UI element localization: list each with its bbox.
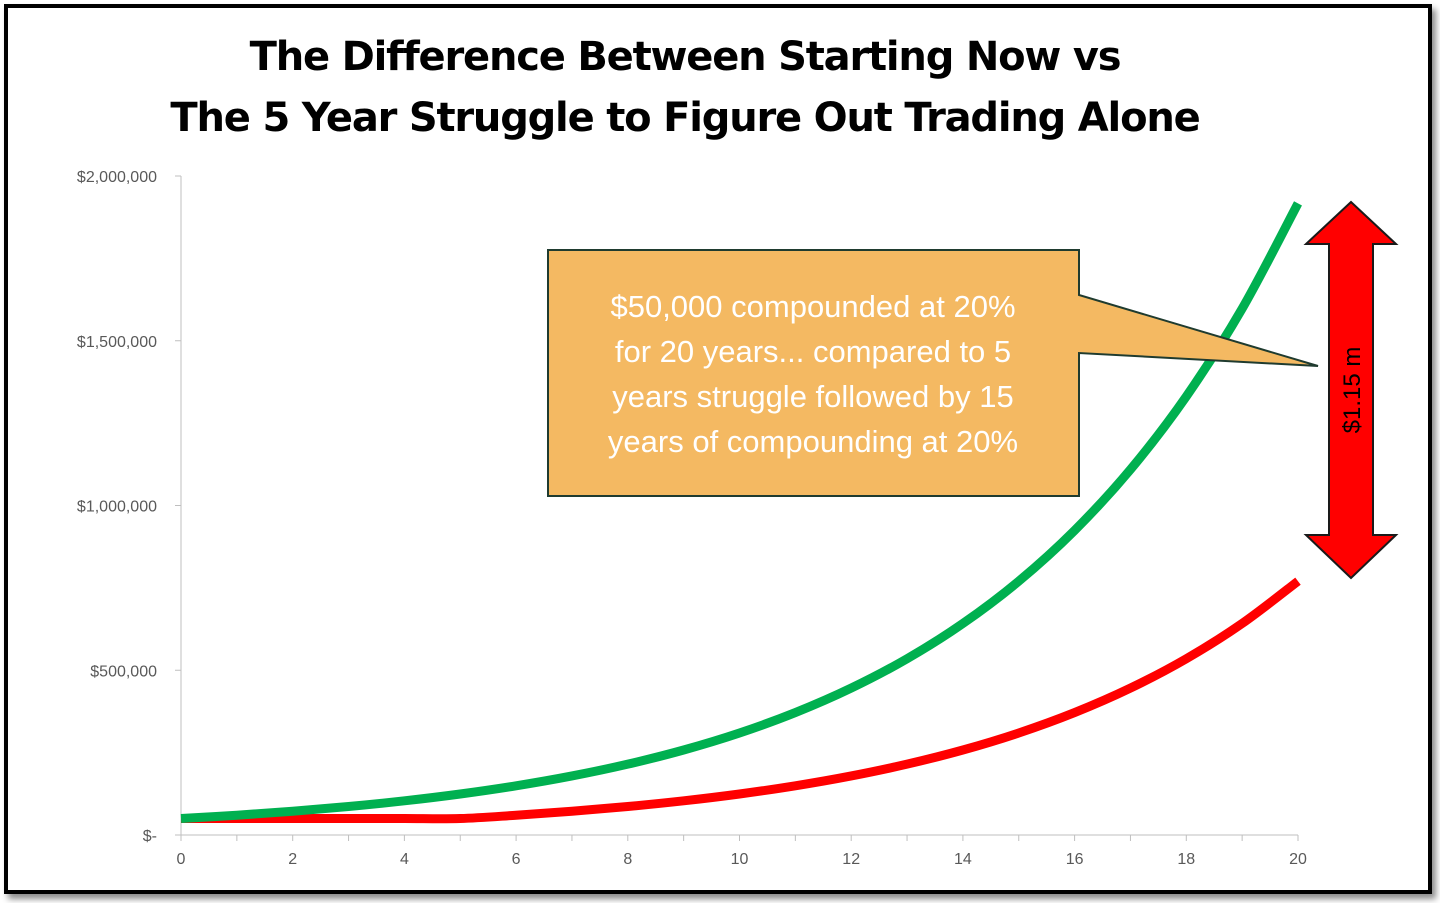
red-double-arrow bbox=[1303, 200, 1399, 580]
chart-axes: $- $500,000 $1,000,000 $1,500,000 $2,000,000… bbox=[77, 169, 1307, 868]
x-tick-label: 6 bbox=[512, 851, 521, 868]
x-tick-label: 0 bbox=[177, 851, 186, 868]
callout-line-2: for 20 years... compared to 5 bbox=[614, 334, 1012, 369]
series-line-green bbox=[180, 201, 1302, 824]
difference-arrow: $1.15 m bbox=[1303, 200, 1399, 580]
callout-line-1: $50,000 compounded at 20% bbox=[610, 289, 1016, 324]
x-tick-label: 14 bbox=[954, 851, 972, 868]
series-line-red bbox=[180, 577, 1301, 824]
x-tick-label: 20 bbox=[1289, 851, 1307, 868]
chart-series bbox=[180, 201, 1302, 824]
x-tick-label: 2 bbox=[288, 851, 297, 868]
x-tick-label: 8 bbox=[623, 851, 632, 868]
y-tick-label: $- bbox=[143, 828, 157, 845]
callout bbox=[547, 249, 1319, 497]
chart-title-line-2: The 5 Year Struggle to Figure Out Tradin… bbox=[170, 95, 1200, 141]
callout-box bbox=[547, 249, 1319, 497]
y-tick-label: $500,000 bbox=[90, 663, 157, 680]
x-tick-label: 18 bbox=[1177, 851, 1195, 868]
difference-label: $1.15 m bbox=[1339, 347, 1366, 434]
x-tick-label: 10 bbox=[731, 851, 749, 868]
y-tick-label: $2,000,000 bbox=[77, 169, 157, 186]
callout-line-4: years of compounding at 20% bbox=[607, 424, 1019, 459]
callout-line-3: years struggle followed by 15 bbox=[612, 379, 1014, 414]
x-tick-label: 12 bbox=[842, 851, 860, 868]
callout-text: $50,000 compounded at 20% for 20 years..… bbox=[548, 284, 1078, 464]
y-tick-label: $1,500,000 bbox=[77, 334, 157, 351]
y-tick-label: $1,000,000 bbox=[77, 499, 157, 516]
chart-title-line-1: The Difference Between Starting Now vs bbox=[249, 34, 1122, 80]
x-tick-label: 16 bbox=[1066, 851, 1084, 868]
x-tick-label: 4 bbox=[400, 851, 409, 868]
